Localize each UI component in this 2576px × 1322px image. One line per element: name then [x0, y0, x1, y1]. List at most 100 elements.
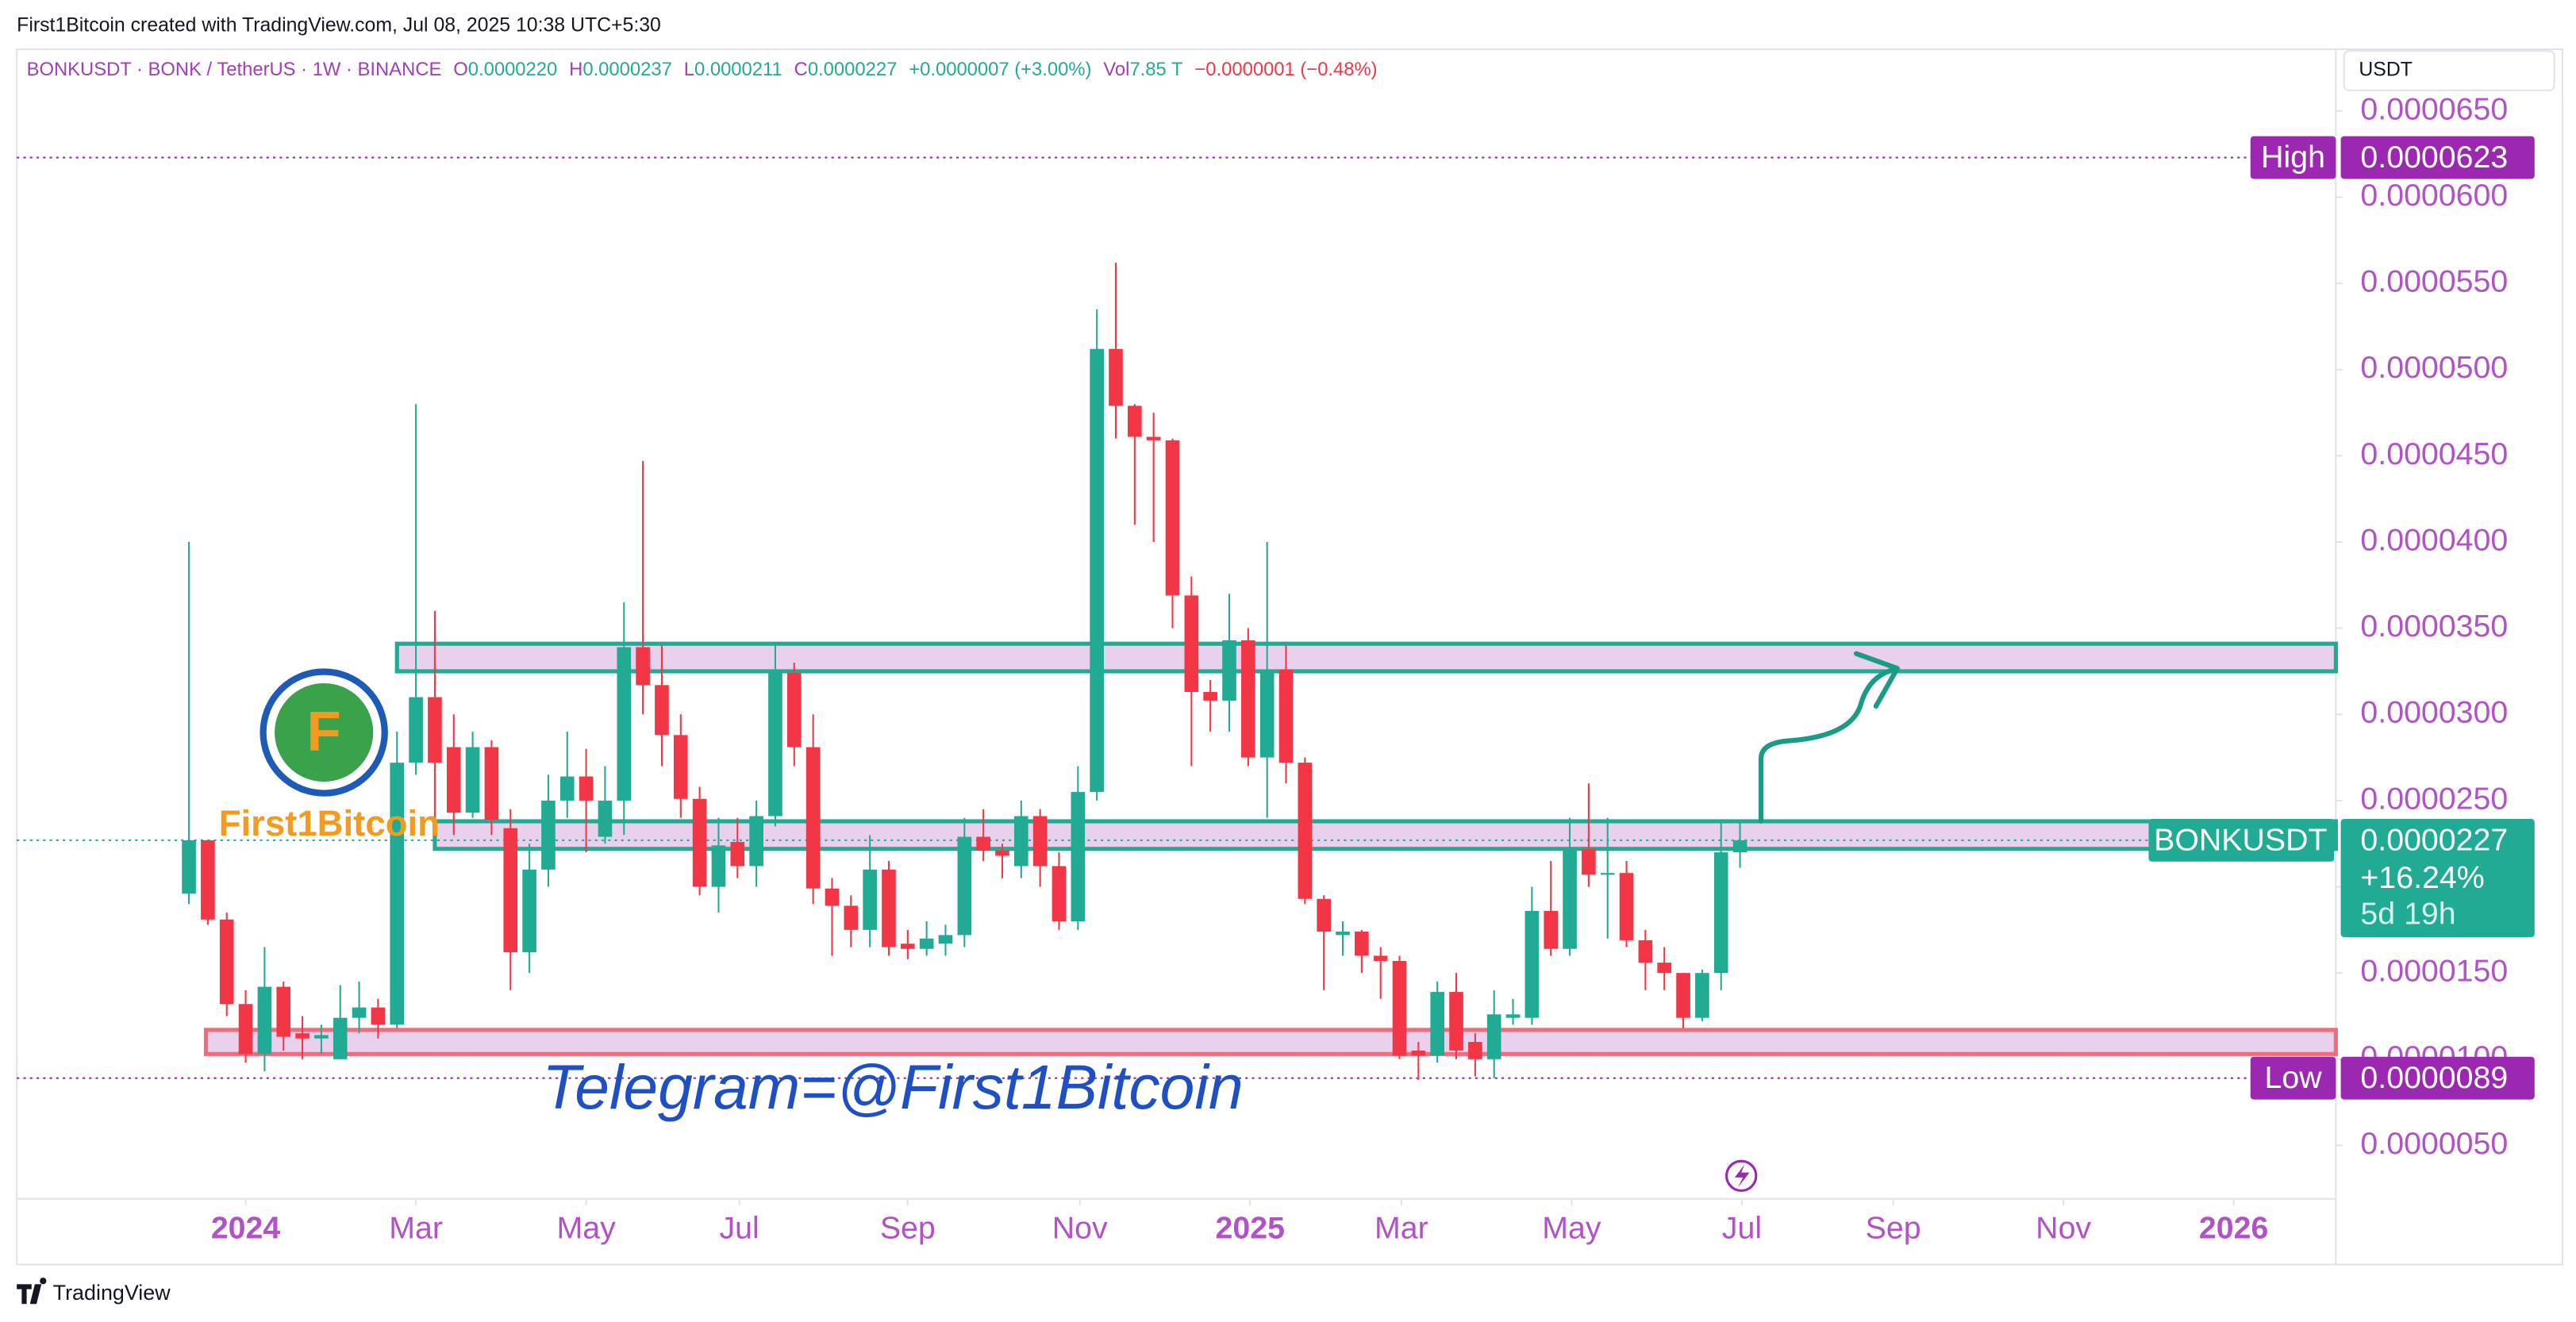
- brand-watermark: First1Bitcoin: [219, 803, 440, 844]
- candle-body: [182, 840, 196, 894]
- legend: BONKUSDT · BONK / TetherUS · 1W · BINANC…: [27, 59, 1378, 80]
- last-price-box: [2340, 818, 2535, 937]
- candle-body: [1146, 436, 1161, 440]
- candle-body: [1695, 973, 1709, 1018]
- x-tick-label: Sep: [880, 1210, 936, 1245]
- marker-name: High: [2261, 140, 2325, 175]
- candle-body: [673, 735, 688, 799]
- candle-body: [219, 919, 234, 1005]
- candle-body: [257, 986, 272, 1055]
- arrow-path: [1758, 667, 1895, 824]
- y-tick-label: 0.0000450: [2360, 436, 2508, 471]
- candle-body: [1411, 1050, 1426, 1056]
- legend-vol-label: Vol: [1103, 59, 1129, 80]
- candle-body: [428, 697, 442, 763]
- candle-body: [1563, 848, 1577, 949]
- event-icon[interactable]: [1725, 1159, 1758, 1192]
- marker-price: 0.0000089: [2360, 1060, 2508, 1095]
- candle-body: [1449, 992, 1463, 1051]
- zone: [433, 819, 2338, 851]
- y-tick-label: 0.0000600: [2360, 178, 2508, 213]
- marker-price-box: [2340, 1056, 2535, 1100]
- currency: USDT: [2359, 60, 2413, 81]
- candle-body: [352, 1007, 367, 1018]
- last-price: 0.0000227: [2360, 822, 2508, 857]
- candle-body: [1336, 932, 1350, 936]
- logo: F: [260, 668, 388, 797]
- projection-arrow: [1758, 651, 1900, 824]
- candle-body: [465, 747, 480, 813]
- candle-body: [484, 747, 499, 820]
- candle-body: [825, 888, 840, 906]
- x-tick-label: 2026: [2199, 1210, 2268, 1245]
- candle-body: [995, 850, 1009, 856]
- candle-body: [1619, 873, 1634, 940]
- candle-body: [1505, 1014, 1521, 1018]
- x-tick-label: Jul: [720, 1210, 759, 1245]
- candle-body: [768, 673, 782, 817]
- candle-body: [1222, 640, 1236, 701]
- logo-glyph: F: [307, 700, 341, 763]
- candle-body: [522, 869, 536, 953]
- last-name-box: [2148, 818, 2335, 862]
- legend-change: +0.0000007 (+3.00%): [909, 59, 1091, 80]
- y-tick-label: 0.0000350: [2360, 609, 2508, 644]
- candles: [182, 263, 1747, 1080]
- candle-body: [655, 685, 669, 736]
- marker-price-box: [2340, 136, 2535, 179]
- candle-body: [1544, 910, 1559, 949]
- candle-body: [882, 869, 896, 947]
- candle-body: [1317, 898, 1332, 932]
- x-tick-label: May: [1542, 1210, 1601, 1245]
- candle-body: [1676, 973, 1690, 1018]
- candle-body: [314, 1035, 329, 1039]
- candle-body: [1090, 348, 1104, 793]
- y-axis: 0.0000650 0.0000600 0.0000550 0.0000500 0.00…: [211, 91, 2508, 1245]
- y-tick-label: 0.0000650: [2360, 91, 2508, 126]
- candle-body: [541, 800, 556, 870]
- marker-name-box: [2250, 1056, 2336, 1100]
- x-tick-label: Jul: [1722, 1210, 1762, 1245]
- candle-body: [1732, 840, 1747, 853]
- legend-symbol: BONKUSDT · BONK / TetherUS · 1W · BINANC…: [27, 59, 442, 80]
- y-tick-label: 0.0000550: [2360, 264, 2508, 299]
- candle-body: [1278, 669, 1294, 763]
- candle-body: [1392, 960, 1407, 1056]
- candle-body: [559, 776, 575, 801]
- candle-body: [1203, 692, 1217, 701]
- candle-body: [1259, 669, 1275, 758]
- candle-body: [711, 845, 726, 887]
- y-tick-label: 0.0000250: [2360, 781, 2508, 816]
- candle-body: [786, 673, 802, 747]
- zone: [203, 1028, 2338, 1056]
- candle-body: [636, 647, 650, 686]
- currency-box[interactable]: [2343, 50, 2555, 91]
- candle-body: [503, 828, 518, 953]
- candle-body: [1600, 873, 1615, 875]
- telegram-watermark: Telegram=@First1Bitcoin: [542, 1052, 1243, 1122]
- candle-body: [238, 1004, 253, 1055]
- x-tick-label: Nov: [1052, 1210, 1108, 1245]
- candle-body: [1373, 955, 1388, 961]
- candle-body: [1032, 816, 1048, 867]
- candle-body: [1468, 1042, 1482, 1059]
- legend-vol-change: −0.0000001 (−0.48%): [1194, 59, 1377, 80]
- candle-body: [1582, 848, 1596, 875]
- candle-body: [1109, 348, 1123, 406]
- candle-body: [446, 747, 461, 813]
- last-change: +16.24%: [2360, 860, 2484, 895]
- legend-value: 0.0000211: [694, 59, 782, 80]
- candle-body: [805, 747, 821, 889]
- candle-body: [1524, 910, 1540, 1018]
- candle-body: [1013, 816, 1028, 867]
- candle-body: [976, 836, 990, 851]
- x-tick-label: 2024: [211, 1210, 281, 1245]
- candle-body: [201, 840, 215, 920]
- y-tick-label: 0.0000400: [2360, 522, 2508, 557]
- candle-body: [1184, 595, 1199, 693]
- candle-body: [1128, 405, 1142, 437]
- y-tick-label: 0.0000300: [2360, 695, 2508, 730]
- y-tick-label: 0.0000050: [2360, 1126, 2508, 1161]
- candle-body: [863, 869, 877, 930]
- badges: High 0.0000623 Low 0.0000089 BONKUSDT 0.00002…: [2148, 136, 2535, 1100]
